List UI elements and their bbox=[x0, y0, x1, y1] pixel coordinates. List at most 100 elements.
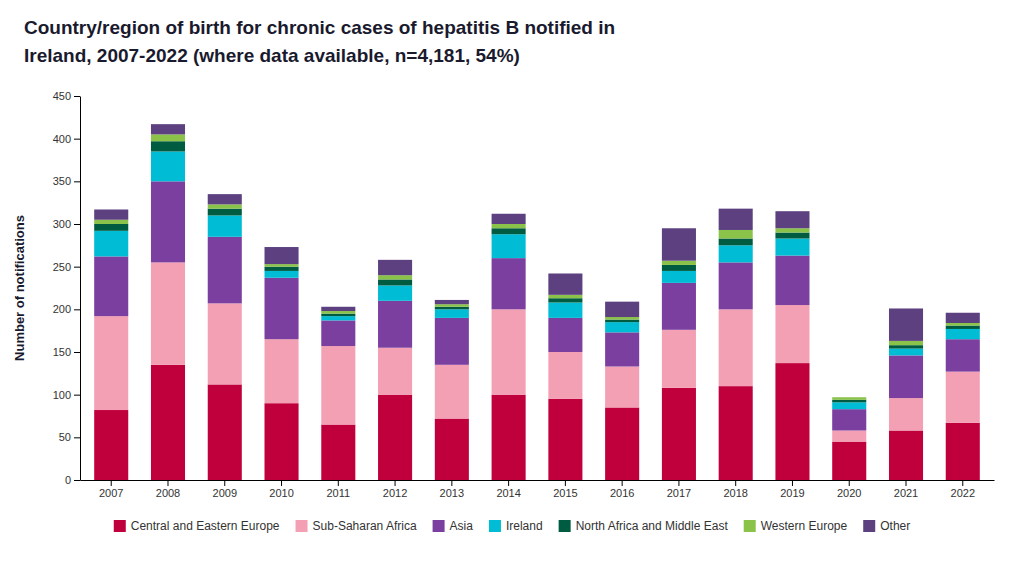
bar bbox=[662, 228, 696, 260]
bar bbox=[605, 317, 639, 320]
x-tick-label: 2022 bbox=[951, 487, 975, 499]
legend-label: Sub-Saharan Africa bbox=[313, 519, 417, 533]
bar bbox=[832, 431, 866, 442]
legend-item: Other bbox=[863, 519, 910, 533]
x-tick-label: 2014 bbox=[496, 487, 520, 499]
x-tick-mark bbox=[395, 480, 396, 486]
bar bbox=[775, 233, 809, 239]
x-tick: 2011 bbox=[326, 480, 350, 499]
bar bbox=[208, 303, 242, 384]
bar bbox=[321, 346, 355, 425]
bar bbox=[265, 267, 299, 271]
bar bbox=[662, 388, 696, 480]
legend: Central and Eastern EuropeSub-Saharan Af… bbox=[114, 519, 910, 533]
y-axis: 050100150200250300350400450 bbox=[53, 90, 81, 486]
x-tick-label: 2015 bbox=[553, 487, 577, 499]
bar bbox=[889, 431, 923, 480]
title: Country/region of birth for chronic case… bbox=[24, 17, 615, 38]
bar bbox=[208, 209, 242, 216]
y-tick-label: 150 bbox=[53, 346, 71, 358]
bar bbox=[662, 271, 696, 283]
legend-item: Asia bbox=[433, 519, 474, 533]
x-tick: 2019 bbox=[780, 480, 804, 499]
bar bbox=[662, 330, 696, 388]
x-tick: 2008 bbox=[156, 480, 180, 499]
y-tick-mark bbox=[74, 139, 80, 140]
bar bbox=[321, 311, 355, 314]
legend-swatch bbox=[863, 520, 875, 532]
bar bbox=[94, 256, 128, 316]
x-tick: 2016 bbox=[610, 480, 634, 499]
bar bbox=[94, 224, 128, 231]
bar bbox=[889, 308, 923, 340]
bar bbox=[151, 141, 185, 151]
bar bbox=[265, 339, 299, 403]
bar bbox=[435, 419, 469, 480]
x-tick-label: 2017 bbox=[667, 487, 691, 499]
bar bbox=[946, 339, 980, 371]
bar bbox=[719, 209, 753, 230]
bar bbox=[548, 273, 582, 294]
y-axis-line bbox=[80, 97, 81, 481]
bar bbox=[946, 372, 980, 423]
y-tick-label: 350 bbox=[53, 175, 71, 187]
y-tick: 200 bbox=[53, 303, 80, 315]
bar bbox=[208, 194, 242, 204]
bar bbox=[208, 237, 242, 304]
x-tick-label: 2009 bbox=[213, 487, 237, 499]
y-tick-mark bbox=[74, 395, 80, 396]
bar bbox=[265, 247, 299, 264]
x-tick: 2010 bbox=[269, 480, 293, 499]
bar bbox=[719, 309, 753, 386]
bar bbox=[94, 316, 128, 410]
bar bbox=[775, 228, 809, 232]
bar bbox=[889, 398, 923, 430]
y-tick: 400 bbox=[53, 133, 80, 145]
x-tick-mark bbox=[224, 480, 225, 486]
bar bbox=[889, 355, 923, 398]
bar bbox=[775, 256, 809, 305]
x-axis-line bbox=[81, 480, 995, 481]
bars bbox=[94, 124, 980, 480]
bar bbox=[719, 239, 753, 246]
bar bbox=[321, 314, 355, 317]
legend-swatch bbox=[433, 520, 445, 532]
bar bbox=[435, 309, 469, 318]
x-tick-label: 2013 bbox=[440, 487, 464, 499]
bar bbox=[435, 300, 469, 304]
legend-swatch bbox=[489, 520, 501, 532]
bar bbox=[946, 329, 980, 339]
x-tick: 2014 bbox=[496, 480, 520, 499]
x-tick-mark bbox=[792, 480, 793, 486]
x-tick-mark bbox=[962, 480, 963, 486]
x-tick-mark bbox=[735, 480, 736, 486]
bar bbox=[378, 348, 412, 395]
x-tick-label: 2007 bbox=[99, 487, 123, 499]
bar bbox=[151, 262, 185, 364]
series-bars bbox=[94, 151, 980, 409]
bar bbox=[378, 395, 412, 480]
bar bbox=[492, 228, 526, 234]
bar bbox=[946, 313, 980, 323]
bar bbox=[378, 285, 412, 300]
series-bars bbox=[94, 181, 980, 430]
bar bbox=[151, 365, 185, 480]
legend-item: Sub-Saharan Africa bbox=[296, 519, 417, 533]
x-tick: 2018 bbox=[723, 480, 747, 499]
bar bbox=[719, 230, 753, 239]
x-tick-mark bbox=[906, 480, 907, 486]
bar bbox=[832, 409, 866, 430]
bar bbox=[889, 341, 923, 345]
bar bbox=[548, 298, 582, 302]
legend-item: North Africa and Middle East bbox=[559, 519, 729, 533]
y-tick-mark bbox=[74, 480, 80, 481]
bar bbox=[605, 322, 639, 332]
x-tick-mark bbox=[565, 480, 566, 486]
series-bars bbox=[94, 124, 980, 341]
bar bbox=[492, 214, 526, 224]
x-tick-mark bbox=[508, 480, 509, 486]
x-tick-label: 2012 bbox=[383, 487, 407, 499]
bar bbox=[719, 245, 753, 262]
bar bbox=[492, 395, 526, 480]
bar bbox=[492, 258, 526, 309]
